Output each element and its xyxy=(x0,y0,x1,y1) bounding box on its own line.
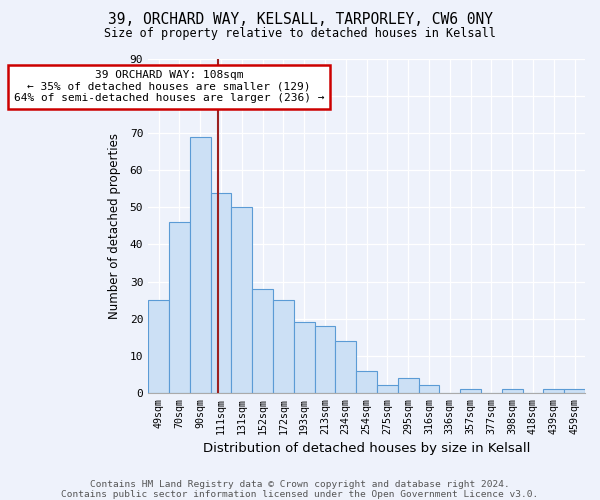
Bar xyxy=(232,208,252,393)
Bar xyxy=(544,389,564,393)
Bar xyxy=(169,222,190,393)
Bar xyxy=(502,389,523,393)
Bar xyxy=(148,300,169,393)
Bar xyxy=(377,386,398,393)
Bar xyxy=(335,341,356,393)
Text: Contains HM Land Registry data © Crown copyright and database right 2024.: Contains HM Land Registry data © Crown c… xyxy=(90,480,510,489)
Bar xyxy=(356,370,377,393)
Bar xyxy=(460,389,481,393)
Bar xyxy=(564,389,585,393)
Bar xyxy=(211,192,232,393)
Bar xyxy=(190,137,211,393)
Bar xyxy=(398,378,419,393)
Text: 39, ORCHARD WAY, KELSALL, TARPORLEY, CW6 0NY: 39, ORCHARD WAY, KELSALL, TARPORLEY, CW6… xyxy=(107,12,493,28)
Bar xyxy=(314,326,335,393)
Bar xyxy=(419,386,439,393)
Bar xyxy=(252,289,273,393)
Text: Contains public sector information licensed under the Open Government Licence v3: Contains public sector information licen… xyxy=(61,490,539,499)
Y-axis label: Number of detached properties: Number of detached properties xyxy=(109,133,121,319)
Bar xyxy=(273,300,294,393)
Text: Size of property relative to detached houses in Kelsall: Size of property relative to detached ho… xyxy=(104,28,496,40)
Bar xyxy=(294,322,314,393)
Text: 39 ORCHARD WAY: 108sqm
← 35% of detached houses are smaller (129)
64% of semi-de: 39 ORCHARD WAY: 108sqm ← 35% of detached… xyxy=(14,70,324,103)
X-axis label: Distribution of detached houses by size in Kelsall: Distribution of detached houses by size … xyxy=(203,442,530,455)
